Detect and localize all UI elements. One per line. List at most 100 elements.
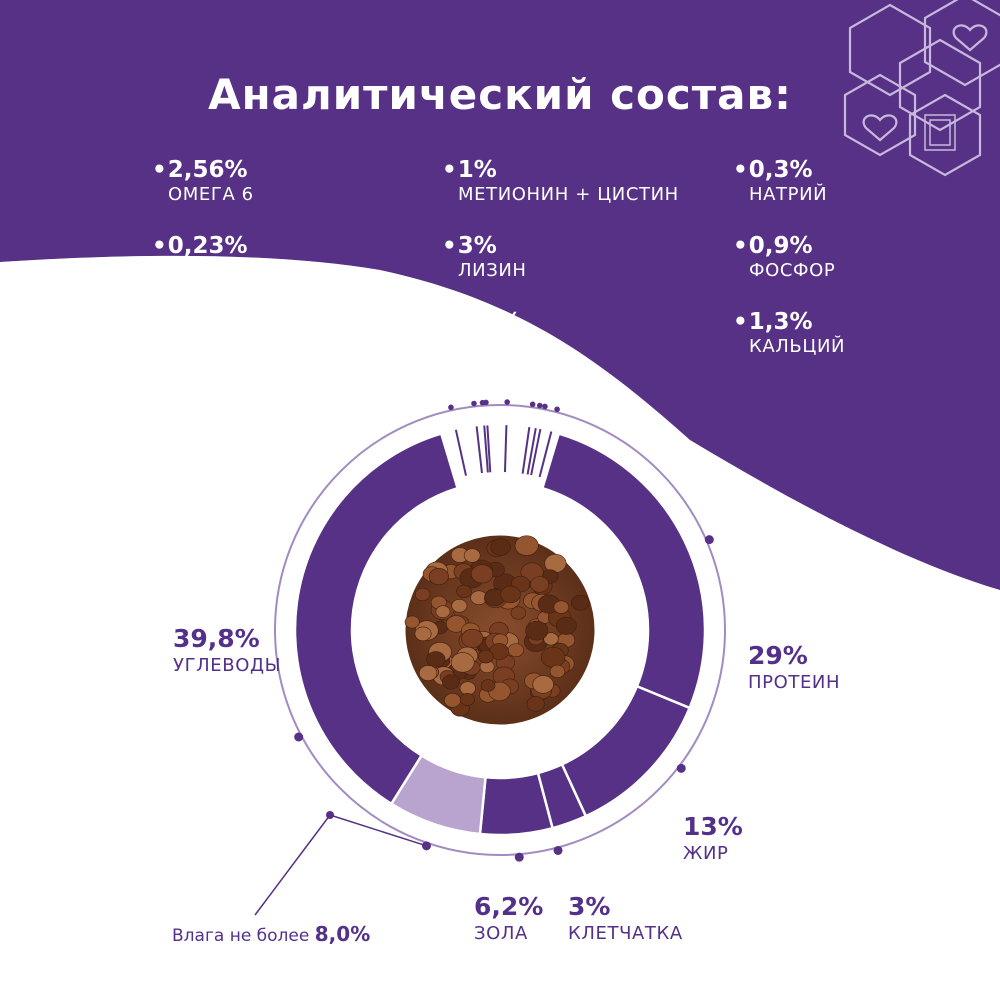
inner-ring — [351, 481, 649, 779]
fat-dot — [676, 763, 686, 773]
kibble — [414, 587, 431, 602]
leader-lines — [254, 811, 427, 916]
kibble — [459, 681, 476, 696]
nutrient-omega6: 2,56% ОМЕГА 6 — [152, 157, 254, 205]
label-protein: 29% ПРОТЕИН — [748, 641, 840, 693]
minor-nutrient-bar — [483, 425, 489, 473]
segment-value: 6,2% — [474, 892, 544, 921]
kibble — [571, 594, 590, 611]
nutrient-name: МЕТИОНИН + ЦИСТИН — [458, 184, 679, 205]
kibble — [426, 651, 446, 668]
nutrient-name: КАЛИЙ — [458, 336, 527, 357]
minor-nutrient-bar — [530, 428, 542, 476]
moisture-label: Влага не более 8,0% — [172, 922, 370, 946]
label-fiber: 3% КЛЕТЧАТКА — [568, 892, 683, 944]
nutrient-value: 1% — [442, 157, 679, 183]
nutrient-value: 0,9% — [733, 233, 835, 259]
minor-nutrient-dot — [542, 403, 548, 410]
nutrient-value: 0,2% — [152, 309, 289, 335]
nutrient-name: ОМЕГА 3 — [168, 260, 254, 281]
minor-nutrient-dot — [536, 402, 543, 409]
segment-value: 39,8% — [173, 624, 260, 653]
kibble — [555, 616, 577, 635]
nutrient-value: 1,3% — [733, 309, 845, 335]
page-title: Аналитический состав: — [208, 70, 792, 119]
minor-nutrient-bar — [486, 425, 492, 473]
segment-ash — [478, 771, 555, 837]
nutrient-omega3: 0,23% ОМЕГА 3 — [152, 233, 254, 281]
kibble — [461, 628, 484, 648]
outer-ring — [274, 404, 726, 856]
kibble — [514, 535, 539, 556]
nutrient-value: 0,3% — [733, 157, 827, 183]
kibble — [450, 652, 475, 673]
nutrient-methionine: 1% МЕТИОНИН + ЦИСТИН — [442, 157, 679, 205]
kibble — [510, 606, 527, 620]
minor-nutrient-bar — [521, 426, 531, 474]
kibble — [444, 693, 462, 708]
moisture-leader-dot — [326, 811, 334, 819]
segment-name: КЛЕТЧАТКА — [568, 923, 683, 944]
minor-nutrient-dot — [504, 399, 510, 405]
nutrient-value: 0,23% — [152, 233, 254, 259]
nutrient-potassium: 0,6% КАЛИЙ — [442, 309, 527, 357]
label-ash: 6,2% ЗОЛА — [474, 892, 543, 944]
nutrient-name: КАЛЬЦИЙ — [749, 336, 846, 357]
label-carbs: 39,8% УГЛЕВОДЫ — [173, 624, 281, 676]
kibble — [459, 692, 475, 706]
minor-nutrient-dot — [448, 404, 454, 411]
segment-name: ЗОЛА — [474, 923, 528, 944]
kibble — [540, 646, 566, 668]
nutrient-value: 2,56% — [152, 157, 254, 183]
minor-nutrient-bars — [454, 425, 553, 478]
nutrient-name: ФОСФОР — [749, 260, 836, 281]
segment-name: ЖИР — [683, 843, 729, 864]
kibble — [451, 599, 468, 613]
kibble — [530, 576, 550, 593]
kibble — [490, 538, 511, 556]
minor-nutrient-bar — [454, 429, 467, 476]
kibble — [553, 600, 570, 614]
nutrient-name: ЛИЗИН — [458, 260, 527, 281]
minor-nutrient-bar — [538, 431, 553, 478]
kibble — [435, 605, 451, 618]
kibble-pieces — [404, 535, 590, 717]
kibble — [480, 679, 496, 692]
segment-value: 29% — [748, 641, 808, 670]
kibble — [526, 696, 545, 712]
kibble — [428, 568, 449, 586]
kibble — [470, 564, 494, 584]
kibble — [456, 584, 472, 598]
minor-nutrient-dot — [529, 401, 536, 408]
kibble — [525, 620, 549, 641]
kibble — [532, 675, 554, 694]
kibble — [414, 626, 432, 642]
nutrient-phosphorus: 0,9% ФОСФОР — [733, 233, 835, 281]
segment-value: 3% — [568, 892, 611, 921]
kibble — [463, 548, 481, 563]
kibble — [477, 649, 494, 664]
label-fat: 13% ЖИР — [683, 812, 743, 864]
kibble — [543, 632, 559, 646]
hexagon-hearts-decoration — [843, 0, 1000, 177]
nutrient-lysine: 3% ЛИЗИН — [442, 233, 527, 281]
carbs-dot — [294, 732, 304, 742]
minor-nutrient-dot — [471, 400, 477, 407]
kibble — [500, 585, 521, 604]
kibble — [442, 674, 460, 690]
minor-nutrient-bar — [526, 427, 537, 475]
segment-name: ПРОТЕИН — [748, 672, 841, 693]
moisture-value: 8,0% — [314, 922, 371, 946]
kibble — [404, 615, 420, 629]
donut-segments — [293, 432, 707, 837]
minor-nutrient-bar — [503, 425, 508, 473]
protein-dot — [704, 535, 714, 545]
minor-nutrient-bar — [475, 426, 483, 474]
nutrient-value: 3% — [442, 233, 527, 259]
fiber-dot — [553, 845, 563, 855]
minor-nutrient-dot — [554, 406, 560, 413]
nutrient-value: 0,6% — [442, 309, 527, 335]
nutrient-name: ТРИПТОФАН — [168, 336, 289, 357]
kibble — [549, 664, 566, 679]
